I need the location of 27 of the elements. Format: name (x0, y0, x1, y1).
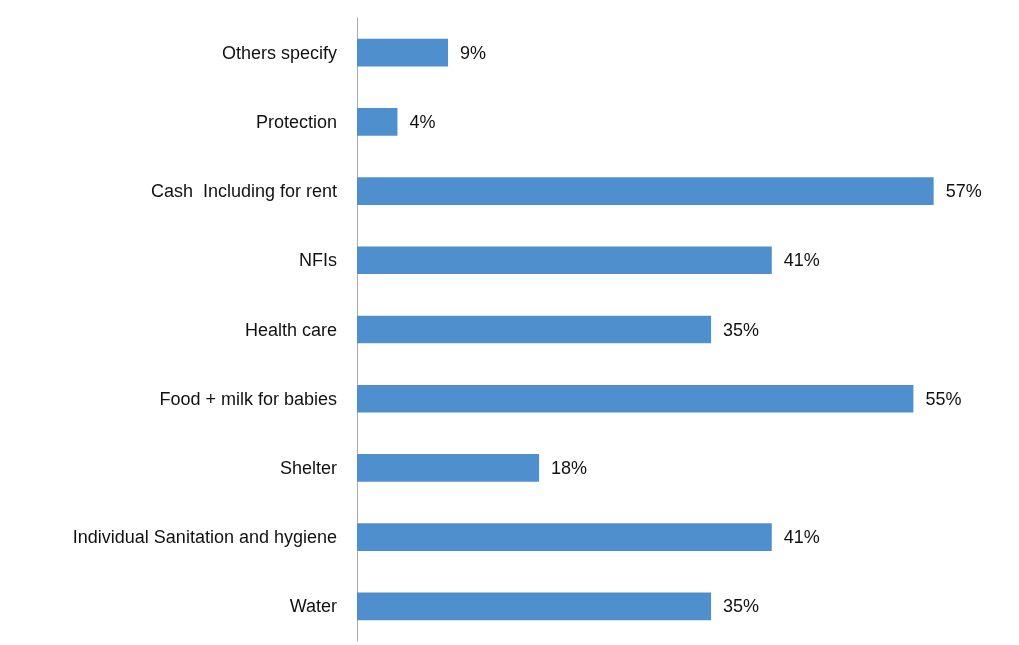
y-tick-label: Shelter (279, 457, 337, 478)
bar (357, 454, 540, 482)
y-tick-label: Cash Including for rent (150, 181, 337, 202)
y-tick-label: Others specify (221, 42, 337, 63)
bar (357, 384, 914, 413)
data-label: 41% (783, 250, 820, 271)
bar (357, 592, 712, 621)
bar (357, 523, 772, 552)
data-label: 55% (925, 388, 962, 409)
data-label: 35% (723, 319, 760, 340)
y-tick-label: Food + milk for babies (159, 388, 337, 409)
data-label: 4% (409, 111, 436, 132)
bar (357, 177, 934, 205)
data-label: 57% (945, 181, 982, 202)
bar (357, 38, 449, 67)
y-tick-label: Individual Sanitation and hygiene (72, 527, 337, 548)
bar (357, 246, 772, 275)
bar (357, 315, 712, 344)
data-label: 41% (783, 527, 820, 548)
bar (357, 107, 398, 136)
y-tick-label: Water (289, 596, 337, 617)
y-tick-label: Health care (244, 319, 337, 340)
data-label: 35% (723, 596, 760, 617)
y-tick-label: Protection (255, 111, 337, 132)
y-tick-label: NFIs (299, 250, 337, 271)
data-label: 9% (460, 42, 487, 63)
data-label: 18% (551, 457, 588, 478)
